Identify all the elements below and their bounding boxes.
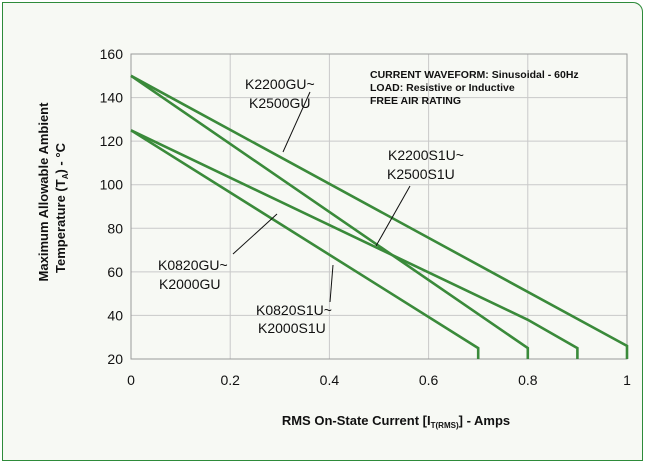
leader-line	[329, 264, 334, 303]
leader-line	[232, 213, 278, 255]
note-line: LOAD: Resistive or Inductive	[370, 82, 515, 94]
series-line-0	[130, 129, 579, 359]
y-tick-label: 80	[107, 220, 123, 236]
x-tick-label: 0.6	[419, 372, 439, 388]
leader-line	[375, 185, 411, 247]
note-line: CURRENT WAVEFORM: Sinusoidal - 60Hz	[370, 69, 579, 81]
series-lines	[130, 74, 629, 359]
series-line-2	[130, 74, 629, 359]
series-line-1	[130, 129, 480, 359]
annotation-line: K0820GU~	[158, 257, 228, 273]
y-tick-label: 60	[107, 264, 123, 280]
chart-frame	[2, 2, 643, 461]
plot-area-border	[130, 53, 628, 360]
annotation-line: K2200GU~	[245, 76, 315, 92]
annotation-line: K2200S1U~	[388, 147, 464, 163]
y-tick-label: 120	[100, 133, 124, 149]
x-axis-title-main: RMS On-State Current [I	[282, 413, 431, 428]
y-axis-title-suffix: ) - °C	[53, 142, 68, 173]
annotation-leaders	[232, 91, 411, 303]
x-tick-label: 1	[623, 372, 631, 388]
leader-line	[282, 91, 311, 153]
x-tick-label: 0.2	[220, 372, 240, 388]
x-axis-title: RMS On-State Current [IT(RMS)] - Amps	[282, 413, 510, 430]
annotation-k0820s1u: K0820S1U~ K2000S1U	[256, 302, 332, 336]
y-tick-label: 40	[107, 307, 123, 323]
x-axis-title-sub: T(RMS)	[431, 421, 459, 430]
x-tick-label: 0.8	[518, 372, 538, 388]
annotation-line: K2500GU	[249, 95, 310, 111]
y-tick-label: 160	[100, 46, 124, 62]
y-tick-labels: 20 40 60 80 100 120 140 160	[100, 46, 124, 367]
y-tick-label: 20	[107, 351, 123, 367]
annotation-k2200s1u: K2200S1U~ K2500S1U	[387, 147, 464, 182]
y-axis-title-line2: Temperature (TA) - °C	[53, 142, 70, 273]
y-tick-label: 100	[100, 177, 124, 193]
annotation-line: K0820S1U~	[256, 302, 332, 318]
note-line: FREE AIR RATING	[370, 95, 461, 107]
y-axis-title-main: Temperature (T	[53, 179, 68, 273]
y-tick-label: 140	[100, 90, 124, 106]
x-tick-label: 0.4	[320, 372, 340, 388]
x-axis-title-suffix: ] - Amps	[459, 413, 511, 428]
annotation-k2200gu: K2200GU~ K2500GU	[245, 76, 315, 111]
annotation-k0820gu: K0820GU~ K2000GU	[158, 257, 228, 292]
annotation-line: K2000S1U	[258, 320, 326, 336]
annotation-line: K2500S1U	[387, 166, 455, 182]
y-axis-title-line1: Maximum Allowable Ambient	[36, 102, 51, 282]
annotation-line: K2000GU	[159, 276, 220, 292]
plot-border	[130, 53, 628, 360]
x-tick-label: 0	[127, 372, 135, 388]
series-line-3	[130, 74, 530, 359]
conditions-note: CURRENT WAVEFORM: Sinusoidal - 60Hz LOAD…	[370, 69, 579, 107]
y-axis-title-sub: A	[61, 173, 70, 179]
x-tick-labels: 0 0.2 0.4 0.6 0.8 1	[127, 372, 631, 388]
